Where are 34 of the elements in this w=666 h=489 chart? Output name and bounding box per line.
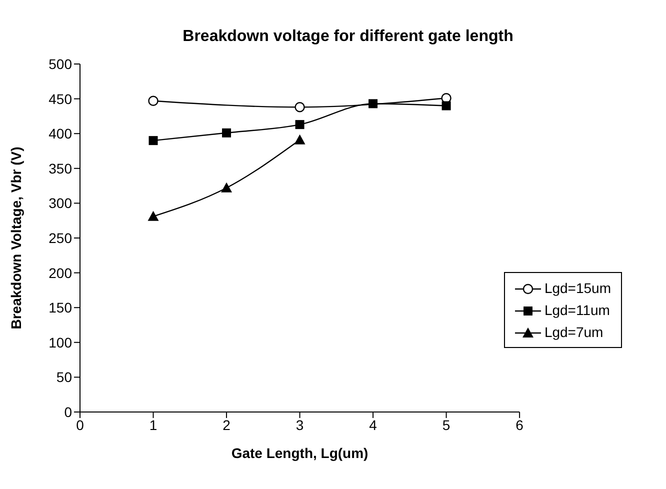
point [294, 102, 305, 112]
point [148, 210, 159, 221]
point [295, 120, 304, 130]
point [294, 134, 306, 144]
x-tick-label: 4 [369, 416, 378, 433]
x-tick-label: 5 [442, 416, 450, 433]
chart-title: Breakdown voltage for different gate length [182, 28, 514, 46]
y-tick-label: 350 [48, 160, 72, 176]
y-tick-label: 400 [48, 126, 72, 142]
legend-label: Lgd=15um [543, 279, 611, 298]
point [148, 96, 158, 106]
y-tick-label: 50 [56, 369, 72, 386]
x-tick-label: 2 [222, 416, 231, 433]
y-tick-label: 250 [48, 230, 72, 246]
y-tick-label: 200 [48, 264, 72, 281]
point [148, 136, 158, 146]
y-tick-label: 450 [48, 90, 72, 107]
x-tick-label: 1 [149, 416, 158, 433]
x-tick-label: 0 [76, 416, 84, 433]
point [222, 128, 232, 138]
point [442, 101, 451, 110]
y-tick-label: 0 [64, 404, 72, 420]
y-tick-label: 500 [48, 56, 72, 72]
y-tick-label: 300 [48, 195, 72, 212]
y-axis-title: Breakdown Voltage, Vbr (V) [8, 146, 24, 330]
x-tick-label: 3 [296, 416, 304, 433]
x-axis-title: Gate Length, Lg(um) [231, 445, 368, 461]
y-tick-label: 150 [48, 300, 72, 316]
x-tick-label: 6 [516, 416, 524, 433]
legend-label: Lgd=11um [543, 301, 611, 320]
legend-label: Lgd=7um [543, 323, 604, 342]
point [221, 182, 232, 192]
point [368, 99, 378, 108]
y-tick-label: 100 [48, 334, 72, 350]
